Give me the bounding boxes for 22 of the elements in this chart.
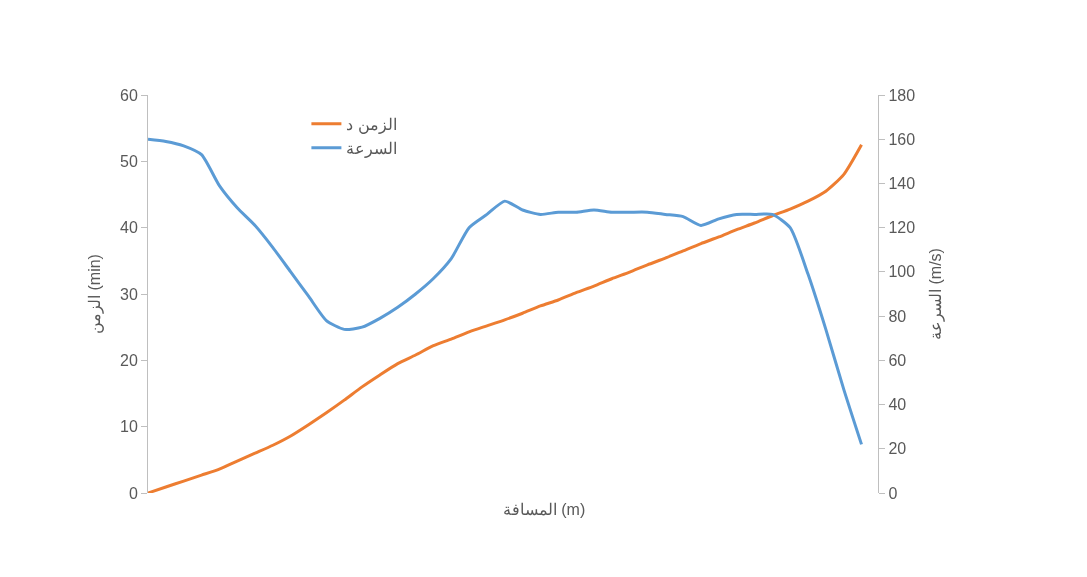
y2-tick-label: 60 — [888, 351, 907, 369]
y2-tick-label: 0 — [888, 484, 898, 502]
y-tick-label: 50 — [120, 152, 138, 170]
legend-label: الزمن د — [346, 116, 397, 135]
y2-tick-label: 40 — [888, 396, 907, 414]
y2-tick-label: 20 — [888, 440, 907, 458]
y-tick-label: 10 — [120, 418, 138, 436]
y2-tick-label: 180 — [888, 86, 916, 104]
x-axis-title: المسافة (m) — [502, 500, 586, 518]
y-tick-label: 20 — [120, 351, 138, 369]
y2-tick-label: 140 — [888, 175, 916, 193]
y-tick-label: 0 — [128, 484, 138, 502]
y2-tick-label: 120 — [888, 219, 916, 237]
y2-tick-label: 160 — [888, 130, 916, 148]
y-tick-label: 40 — [120, 219, 138, 237]
y2-tick-label: 100 — [888, 263, 916, 281]
y2-tick-label: 80 — [888, 307, 907, 325]
y-axis-title: الزمن (min) — [85, 254, 104, 334]
legend-label: السرعة — [346, 139, 398, 158]
y2-axis-title: السرعة (m/s) — [926, 248, 945, 340]
y-tick-label: 60 — [120, 86, 138, 104]
y-tick-label: 30 — [120, 285, 138, 303]
